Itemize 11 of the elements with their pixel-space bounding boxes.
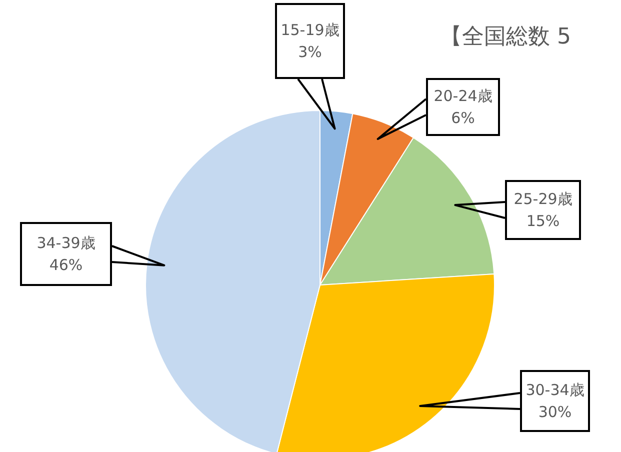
slice-label: 34-39歳 xyxy=(36,233,96,254)
data-label: 30% xyxy=(538,402,572,423)
slice-label: 30-34歳 xyxy=(526,380,584,401)
data-label: 3% xyxy=(298,42,322,63)
data-label: 15% xyxy=(526,211,560,232)
chart-title: 【全国総数 5 xyxy=(440,24,571,50)
slice-label: 25-29歳 xyxy=(514,189,572,210)
slice-label: 15-19歳 xyxy=(280,20,340,41)
data-label: 46% xyxy=(49,255,83,276)
slice-label: 20-24歳 xyxy=(434,86,492,107)
data-label: 6% xyxy=(451,108,475,129)
